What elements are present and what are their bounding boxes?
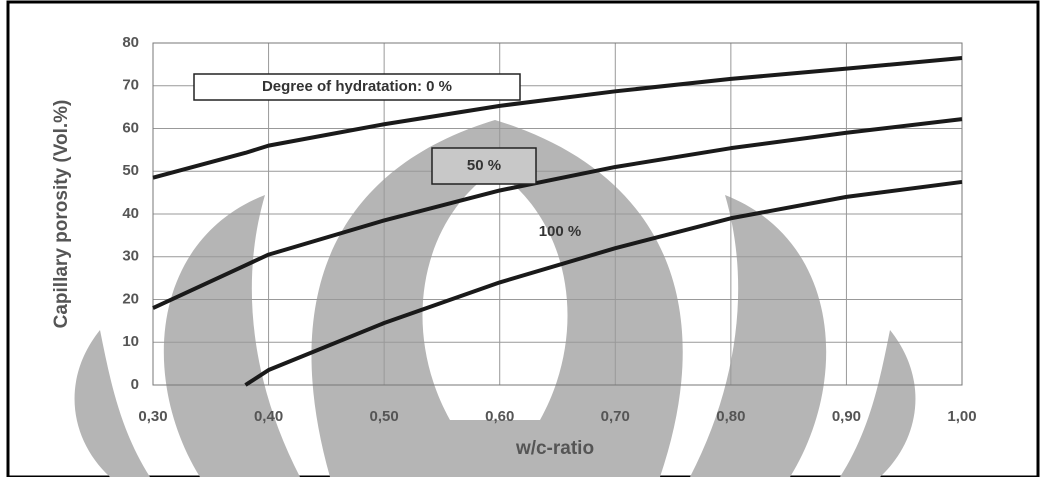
legend-label: Degree of hydratation: 0 % bbox=[262, 78, 452, 95]
watermark-far-left bbox=[74, 330, 150, 477]
legend-label: 100 % bbox=[539, 223, 582, 240]
x-tick-label: 0,90 bbox=[832, 408, 861, 425]
y-tick-label: 30 bbox=[122, 248, 139, 265]
x-tick-label: 0,50 bbox=[370, 408, 399, 425]
x-tick-label: 0,60 bbox=[485, 408, 514, 425]
x-axis-label: w/c-ratio bbox=[515, 438, 594, 459]
watermark-center bbox=[311, 120, 683, 477]
y-tick-label: 80 bbox=[122, 34, 139, 51]
watermark-far-right bbox=[840, 330, 916, 477]
series-line bbox=[152, 55, 963, 180]
y-tick-label: 70 bbox=[122, 77, 139, 94]
y-tick-label: 40 bbox=[122, 205, 139, 222]
x-tick-label: 0,70 bbox=[601, 408, 630, 425]
y-tick-label: 10 bbox=[122, 333, 139, 350]
legend-box bbox=[431, 147, 537, 185]
watermark bbox=[74, 120, 916, 477]
y-tick-label: 60 bbox=[122, 119, 139, 136]
watermark-right bbox=[690, 195, 827, 477]
x-tick-label: 0,30 bbox=[138, 408, 167, 425]
legend-label: 50 % bbox=[467, 157, 501, 174]
series-line bbox=[244, 179, 963, 387]
legend-box bbox=[193, 73, 521, 101]
x-tick-label: 1,00 bbox=[947, 408, 976, 425]
y-axis-label: Capillary porosity (Vol.%) bbox=[51, 100, 72, 329]
y-tick-label: 20 bbox=[122, 290, 139, 307]
y-tick-label: 0 bbox=[131, 376, 139, 393]
x-tick-label: 0,80 bbox=[716, 408, 745, 425]
series-line bbox=[152, 117, 963, 310]
watermark-left bbox=[163, 195, 300, 477]
y-tick-label: 50 bbox=[122, 162, 139, 179]
plot-border bbox=[152, 42, 963, 386]
x-tick-label: 0,40 bbox=[254, 408, 283, 425]
